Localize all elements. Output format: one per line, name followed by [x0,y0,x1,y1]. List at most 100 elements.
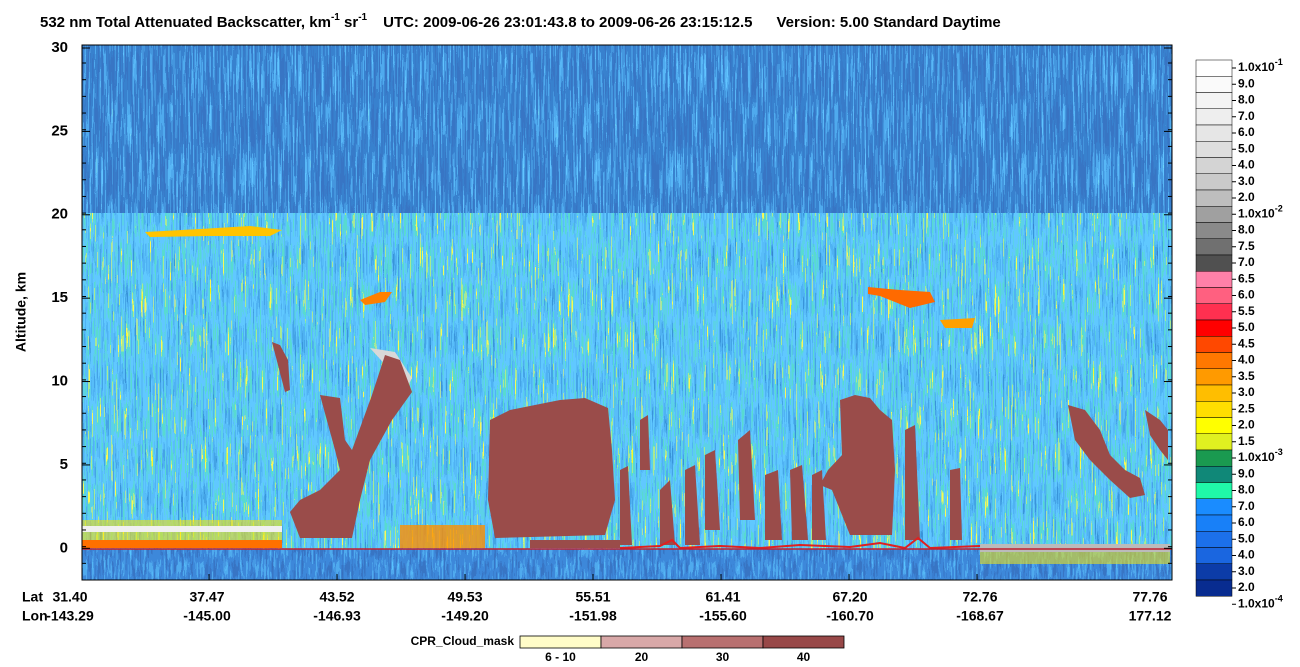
cpr-legend-label: 30 [716,650,730,664]
title-utc: UTC: 2009-06-26 23:01:43.8 to 2009-06-26… [383,14,752,31]
colorbar-label: 9.0 [1238,76,1255,90]
colorbar-label: 6.0 [1238,288,1255,302]
colorbar-box [1195,303,1233,321]
colorbar-box [1195,417,1233,434]
y-tick-label: 20 [51,206,68,223]
x-tick-label: 49.53 [447,589,482,605]
backscatter-image [82,45,1172,580]
colorbar-label: 7.0 [1238,109,1255,123]
colorbar-box [1195,466,1233,483]
cloud-mask [272,342,1168,548]
colorbar-label: 7.5 [1238,239,1255,253]
x-tick-label: -145.00 [183,608,231,624]
x-tick-label: 55.51 [575,589,610,605]
colorbar-label: 3.0 [1238,174,1255,188]
colorbar-box [1195,189,1233,207]
x-tick-label: 31.40 [52,589,87,605]
y-tick-label: 5 [60,456,68,473]
colorbar-label: 8.0 [1238,483,1255,497]
colorbar-box [1195,141,1233,158]
colorbar-box [1195,92,1233,109]
x-tick-label: -155.60 [699,608,747,624]
colorbar-label: 8.0 [1238,223,1255,237]
colorbar-label: 4.0 [1238,353,1255,367]
cpr-legend-label: 6 - 10 [545,650,576,664]
cpr-legend-box [519,635,602,649]
colorbar-label: 7.0 [1238,499,1255,513]
colorbar-box [1195,384,1233,402]
plot-frame [81,44,1173,581]
x-row-name: Lat [22,589,43,605]
colorbar-box [1195,449,1233,467]
colorbar-box [1195,482,1233,499]
colorbar-label: 6.0 [1238,515,1255,529]
x-tick-label: 61.41 [705,589,740,605]
x-tick-label: 77.76 [1132,589,1167,605]
colorbar-box [1195,433,1233,451]
colorbar-label: 5.0 [1238,141,1255,155]
colorbar-label: 2.0 [1238,580,1255,594]
colorbar-label: 5.0 [1238,320,1255,334]
colorbar-label: 1.0x10-3 [1238,447,1283,464]
colorbar-label: 9.0 [1238,466,1255,480]
colorbar-label-base: 1.0x10 [1238,596,1275,610]
colorbar-box [1195,352,1233,369]
colorbar-box [1195,271,1233,288]
y-tick-label: 30 [51,39,68,56]
x-tick-label: 43.52 [319,589,354,605]
x-tick-label: 72.76 [962,589,997,605]
colorbar-label-exponent: -4 [1275,594,1283,604]
colorbar-box [1195,514,1233,532]
colorbar-box [1195,254,1233,272]
colorbar-label: 6.5 [1238,271,1255,285]
colorbar-box [1195,401,1233,418]
x-tick-label: 37.47 [189,589,224,605]
colorbar-label: 7.0 [1238,255,1255,269]
colorbar-box [1195,206,1233,223]
x-row-name: Lon [22,608,48,624]
colorbar-box [1195,498,1233,516]
colorbar-label: 5.0 [1238,531,1255,545]
colorbar-label: 2.0 [1238,418,1255,432]
colorbar-box [1195,108,1233,126]
cpr-legend-box [600,635,683,649]
colorbar-label: 3.5 [1238,369,1255,383]
title-text: sr [340,14,359,31]
colorbar-label-exponent: -3 [1275,447,1283,457]
y-tick-label: 0 [60,539,68,556]
colorbar-label: 6.0 [1238,125,1255,139]
colorbar-label: 1.0x10-4 [1238,594,1283,611]
colorbar-label: 4.5 [1238,336,1255,350]
colorbar-box [1195,59,1233,77]
x-tick-label: -168.67 [956,608,1004,624]
colorbar-label: 1.0x10-1 [1238,57,1283,74]
colorbar-box [1195,336,1233,353]
colorbar-label: 3.0 [1238,385,1255,399]
y-tick-label: 25 [51,122,68,139]
colorbar-box [1195,319,1233,337]
x-tick-label: 177.12 [1129,608,1172,624]
colorbar-label: 1.5 [1238,434,1255,448]
x-tick-label: -143.29 [46,608,94,624]
colorbar-label-base: 1.0x10 [1238,206,1275,220]
x-tick-label: -151.98 [569,608,617,624]
colorbar-box [1195,124,1233,142]
colorbar-box [1195,579,1233,597]
colorbar-box [1195,238,1233,256]
cpr-legend-label: 40 [797,650,811,664]
colorbar-label: 8.0 [1238,93,1255,107]
x-tick-label: -160.70 [826,608,874,624]
title-version: Version: 5.00 Standard Daytime [777,14,1001,31]
colorbar-label: 2.5 [1238,401,1255,415]
colorbar-box [1195,76,1233,93]
colorbar-box [1195,563,1233,581]
colorbar-label-exponent: -1 [1275,57,1283,67]
title-superscript: -1 [331,12,340,23]
colorbar-label: 4.0 [1238,158,1255,172]
x-tick-label: -149.20 [441,608,489,624]
title-superscript: -1 [358,12,367,23]
cpr-legend-label: 20 [635,650,649,664]
colorbar-box [1195,547,1233,564]
y-tick-label: 10 [51,373,68,390]
